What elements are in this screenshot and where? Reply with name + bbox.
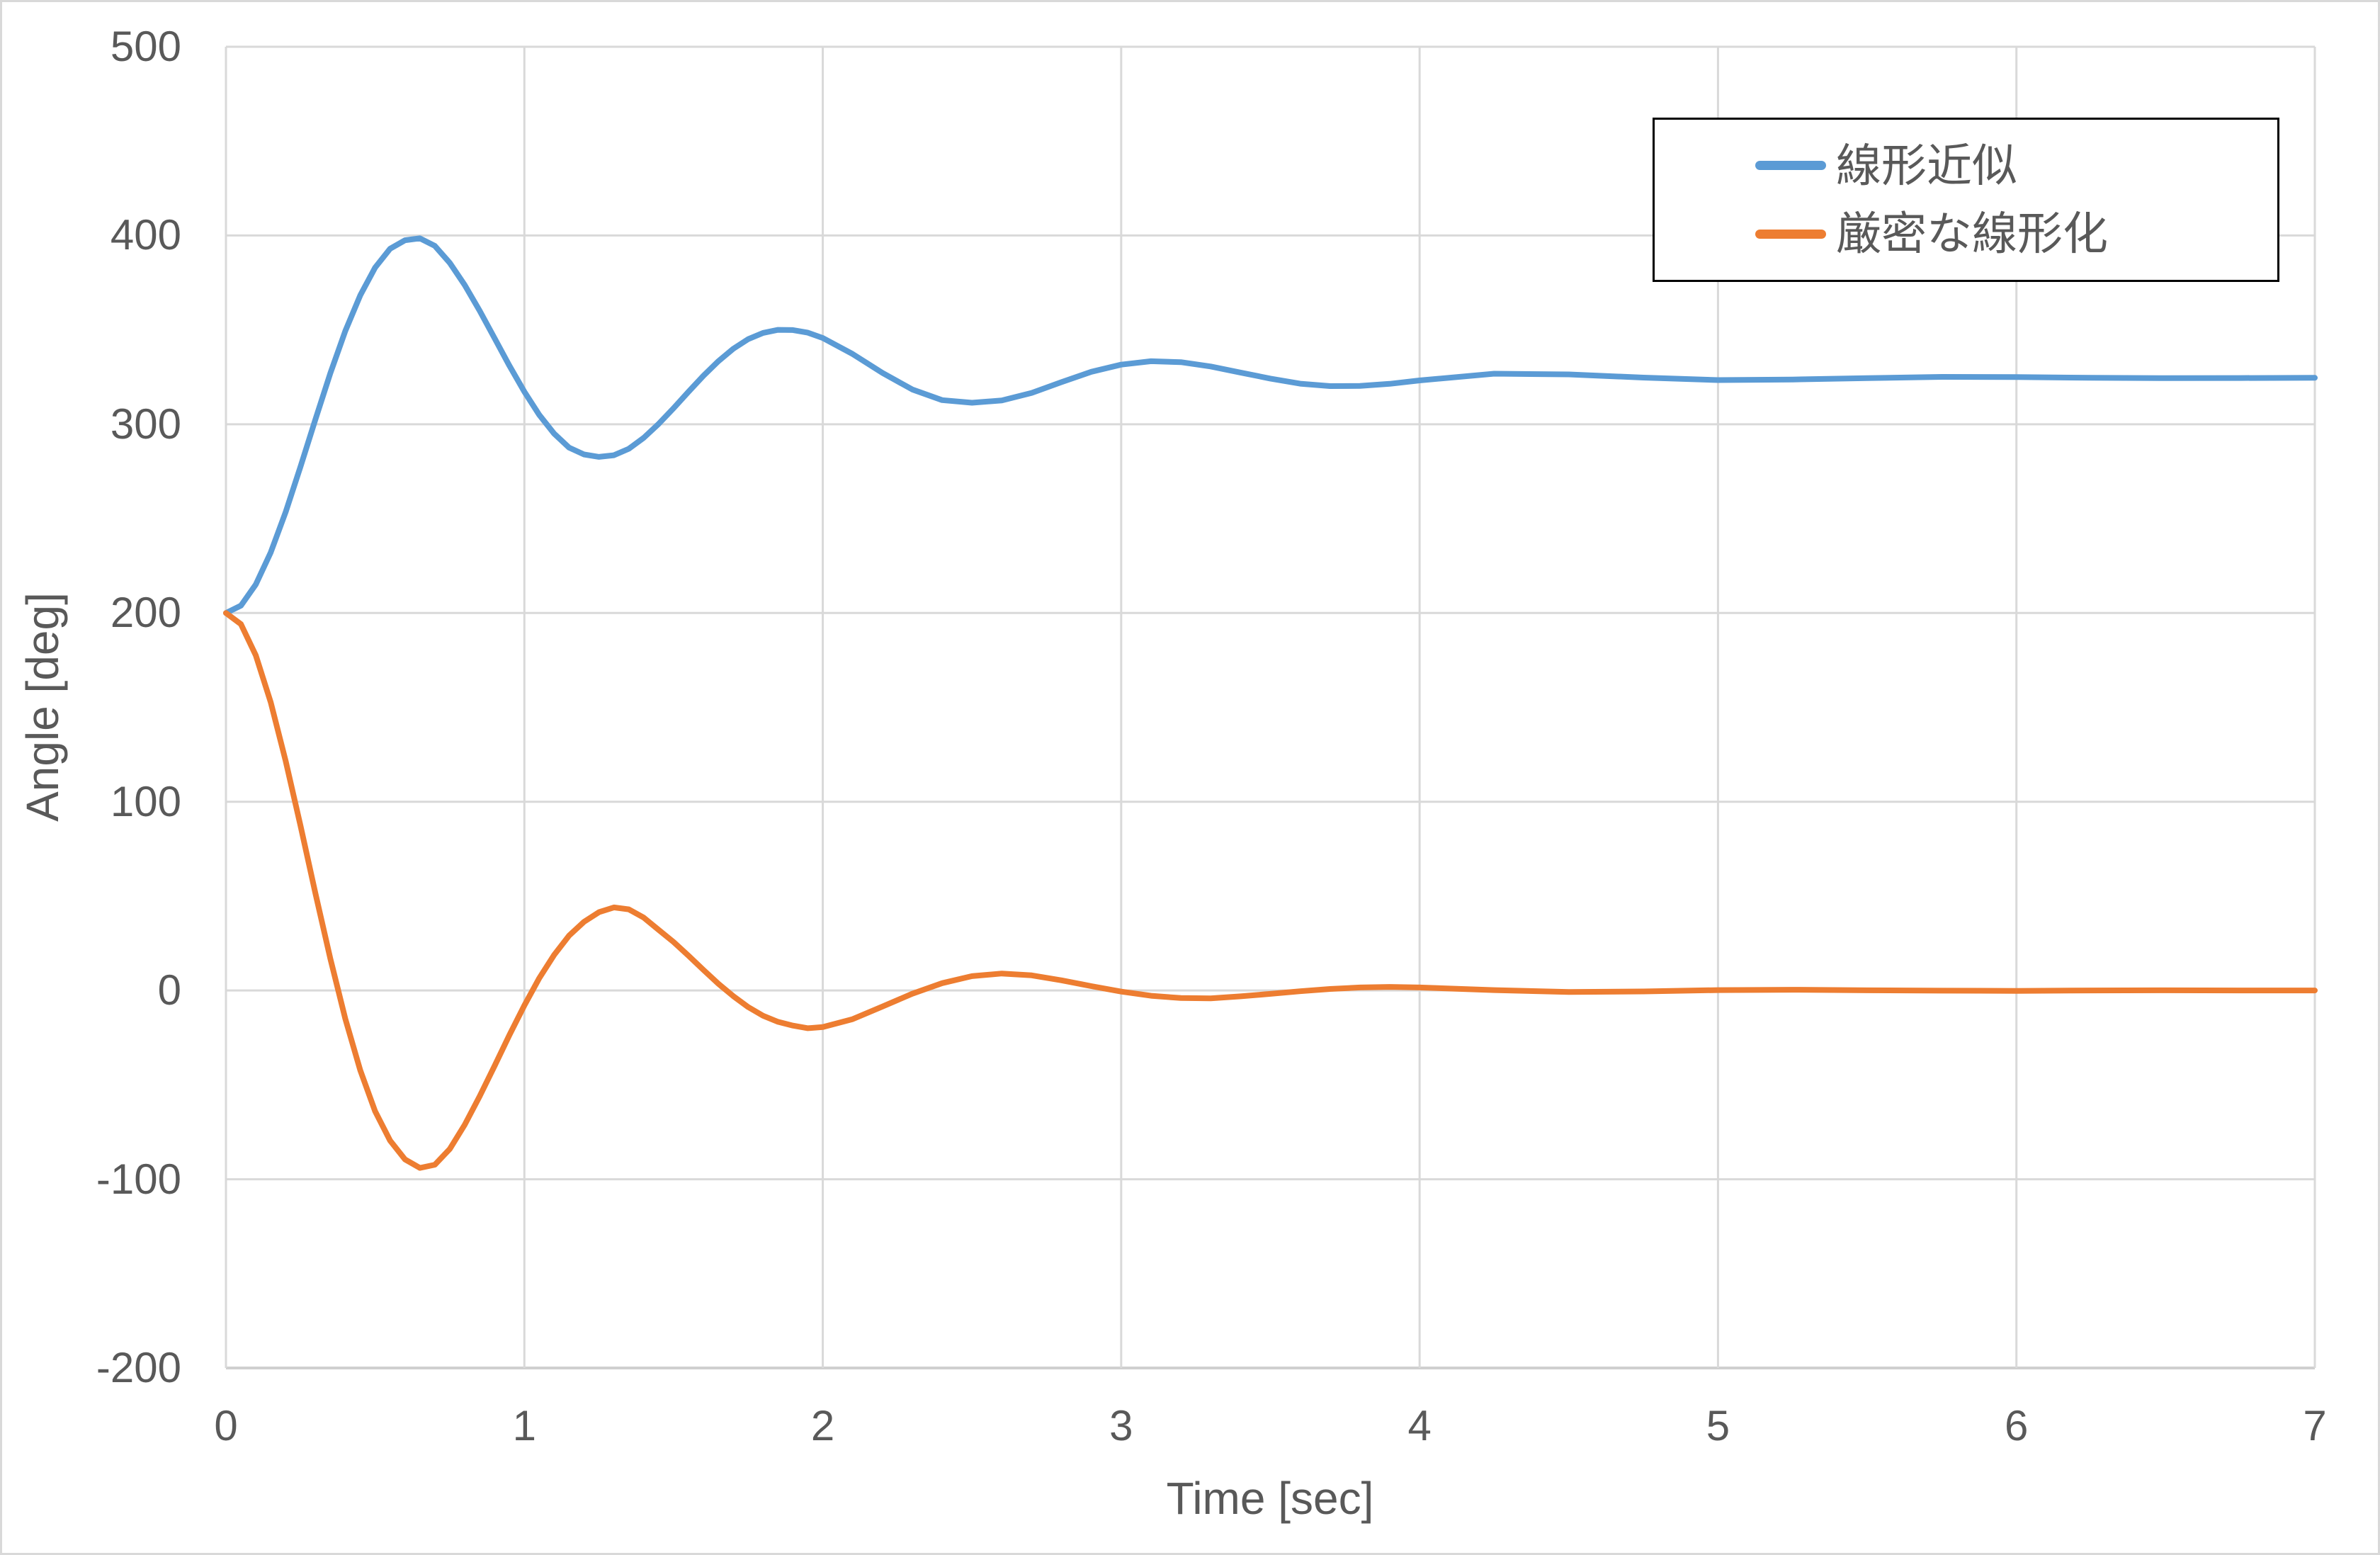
legend-entry-linear-approx: 線形近似 <box>1655 143 2277 188</box>
x-tick-label: 0 <box>214 1402 238 1449</box>
x-tick-label: 5 <box>1706 1402 1730 1449</box>
series-line-1 <box>223 235 2318 616</box>
x-axis-title: Time [sec] <box>1166 1473 1374 1524</box>
x-tick-label: 1 <box>512 1402 536 1449</box>
y-tick-label: 400 <box>110 211 181 259</box>
y-axis-title: Angle [deg] <box>17 592 68 822</box>
y-tick-label: 200 <box>110 589 181 637</box>
legend-line-swatch-orange <box>1755 229 1826 239</box>
y-tick-label: 0 <box>157 966 181 1014</box>
x-tick-label: 3 <box>1109 1402 1133 1449</box>
y-tick-label: 500 <box>110 23 181 70</box>
series-line-2 <box>223 610 2318 1171</box>
legend-box: 線形近似 厳密な線形化 <box>1653 118 2279 282</box>
y-tick-label: -100 <box>96 1155 181 1203</box>
legend-label-linear-approx: 線形近似 <box>1836 140 2017 191</box>
legend-entry-exact-linearization: 厳密な線形化 <box>1655 211 2277 256</box>
x-tick-label: 4 <box>1407 1402 1432 1449</box>
legend-line-swatch-blue <box>1755 161 1826 171</box>
y-tick-label: 300 <box>110 400 181 448</box>
x-tick-label: 2 <box>810 1402 835 1449</box>
x-tick-label: 7 <box>2303 1402 2327 1449</box>
y-tick-label: 100 <box>110 777 181 825</box>
x-tick-label: 6 <box>2005 1402 2029 1449</box>
legend-label-exact-linearization: 厳密な線形化 <box>1836 208 2108 260</box>
y-tick-label: -200 <box>96 1344 181 1391</box>
